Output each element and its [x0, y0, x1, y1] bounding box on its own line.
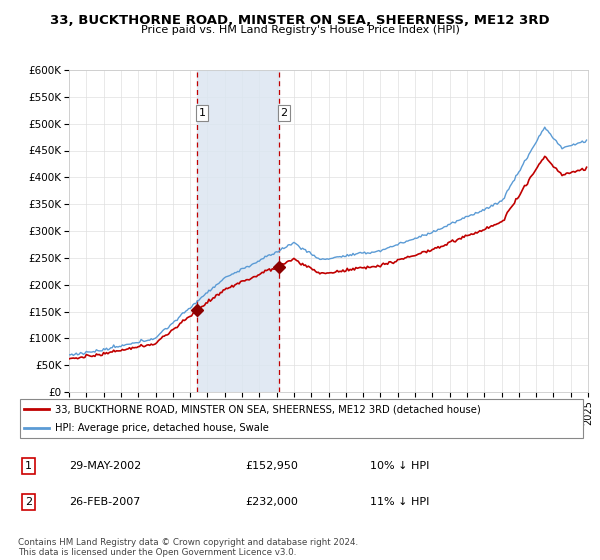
Bar [197, 70, 278, 392]
Text: 33, BUCKTHORNE ROAD, MINSTER ON SEA, SHEERNESS, ME12 3RD (detached house): 33, BUCKTHORNE ROAD, MINSTER ON SEA, SHE… [55, 404, 481, 414]
Text: 10% ↓ HPI: 10% ↓ HPI [370, 461, 429, 472]
Text: 33, BUCKTHORNE ROAD, MINSTER ON SEA, SHEERNESS, ME12 3RD: 33, BUCKTHORNE ROAD, MINSTER ON SEA, SHE… [50, 14, 550, 27]
Text: Contains HM Land Registry data © Crown copyright and database right 2024.
This d: Contains HM Land Registry data © Crown c… [18, 538, 358, 557]
FancyBboxPatch shape [20, 399, 583, 438]
Text: Price paid vs. HM Land Registry's House Price Index (HPI): Price paid vs. HM Land Registry's House … [140, 25, 460, 35]
Text: 1: 1 [199, 108, 205, 118]
Text: £232,000: £232,000 [245, 497, 298, 507]
Text: 26-FEB-2007: 26-FEB-2007 [69, 497, 140, 507]
Text: 11% ↓ HPI: 11% ↓ HPI [370, 497, 429, 507]
Text: HPI: Average price, detached house, Swale: HPI: Average price, detached house, Swal… [55, 423, 269, 433]
Text: 1: 1 [25, 461, 32, 472]
Text: 29-MAY-2002: 29-MAY-2002 [69, 461, 141, 472]
Text: 2: 2 [280, 108, 287, 118]
Text: 2: 2 [25, 497, 32, 507]
Text: £152,950: £152,950 [245, 461, 298, 472]
